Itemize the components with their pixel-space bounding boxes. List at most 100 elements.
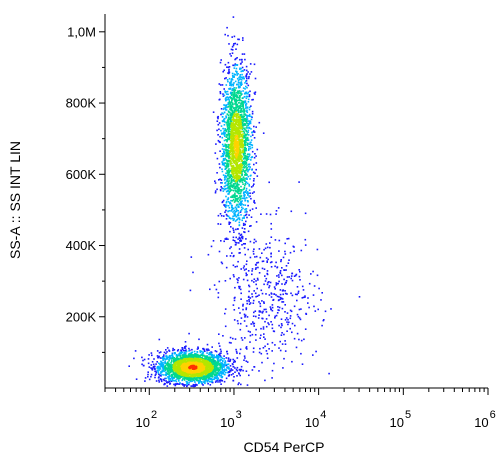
data-point [230,83,232,85]
data-point [223,118,225,121]
data-point [270,292,273,294]
data-point [233,151,236,153]
data-point [219,135,221,138]
data-point [268,286,270,289]
data-point [245,173,248,175]
data-point [244,100,246,103]
data-point [240,146,243,149]
data-point [254,310,257,312]
data-point [220,59,222,61]
data-point [242,148,244,151]
data-point [296,313,299,316]
data-point [220,182,222,184]
data-point [241,159,243,162]
data-point [225,130,228,133]
data-point [206,380,209,382]
data-point [227,163,230,165]
data-point [235,173,237,175]
data-point [198,375,200,377]
data-point [246,302,248,305]
data-point [220,240,222,242]
data-point [238,187,240,189]
data-point [213,369,215,371]
data-point [239,164,241,167]
data-point [234,80,237,83]
data-point [209,375,211,377]
data-point [238,177,241,180]
data-point [205,361,207,363]
data-point [268,181,270,184]
data-point [245,307,248,309]
data-point [234,199,237,201]
data-point [169,371,172,374]
data-point [253,278,256,280]
data-point [229,176,232,178]
data-point [178,358,180,361]
data-point [151,368,153,370]
data-point [242,179,244,181]
data-point [168,367,171,370]
data-point [230,55,232,57]
data-point [238,85,241,88]
data-point [204,370,207,372]
data-point [232,76,234,78]
data-point [259,305,262,308]
data-point [234,58,236,61]
data-point [241,128,244,130]
data-point [227,96,230,99]
data-point [232,236,235,239]
data-point [239,178,242,181]
data-point [240,130,242,133]
data-point [210,356,212,359]
data-point [229,247,231,250]
data-point [305,312,307,315]
data-point [246,77,248,80]
data-point [236,83,238,86]
data-point [222,335,224,337]
data-point [206,362,208,365]
data-point [230,178,233,180]
data-point [195,354,197,357]
data-point [230,163,232,166]
data-point [216,362,218,365]
data-point [239,202,241,205]
data-point [185,380,188,383]
data-point [235,164,238,166]
data-point [304,296,306,298]
data-point [232,170,234,173]
data-point [231,102,234,105]
data-point [226,255,228,257]
data-point [235,113,238,115]
data-point [235,350,238,353]
data-point [251,279,253,282]
data-point [229,162,232,165]
data-point [220,186,222,188]
data-point [245,169,248,171]
data-point [244,204,247,206]
data-point [178,360,181,363]
data-point [233,137,235,139]
data-point [278,324,280,327]
data-point [241,123,243,126]
data-point [237,213,239,216]
data-point [241,53,244,55]
data-point [223,159,226,161]
data-point [275,282,278,284]
data-point [237,91,240,93]
data-point [262,310,264,313]
data-point [183,349,185,352]
data-point [241,76,243,79]
data-point [228,176,231,178]
data-point [220,372,222,374]
data-point [247,149,250,151]
data-point [235,159,237,162]
data-point [243,135,245,137]
data-point [232,227,234,230]
data-point [234,167,237,170]
data-point [231,165,234,168]
data-point [141,363,143,366]
data-point [232,125,235,127]
data-point [287,318,289,321]
data-point [249,106,251,109]
data-point [239,192,242,195]
